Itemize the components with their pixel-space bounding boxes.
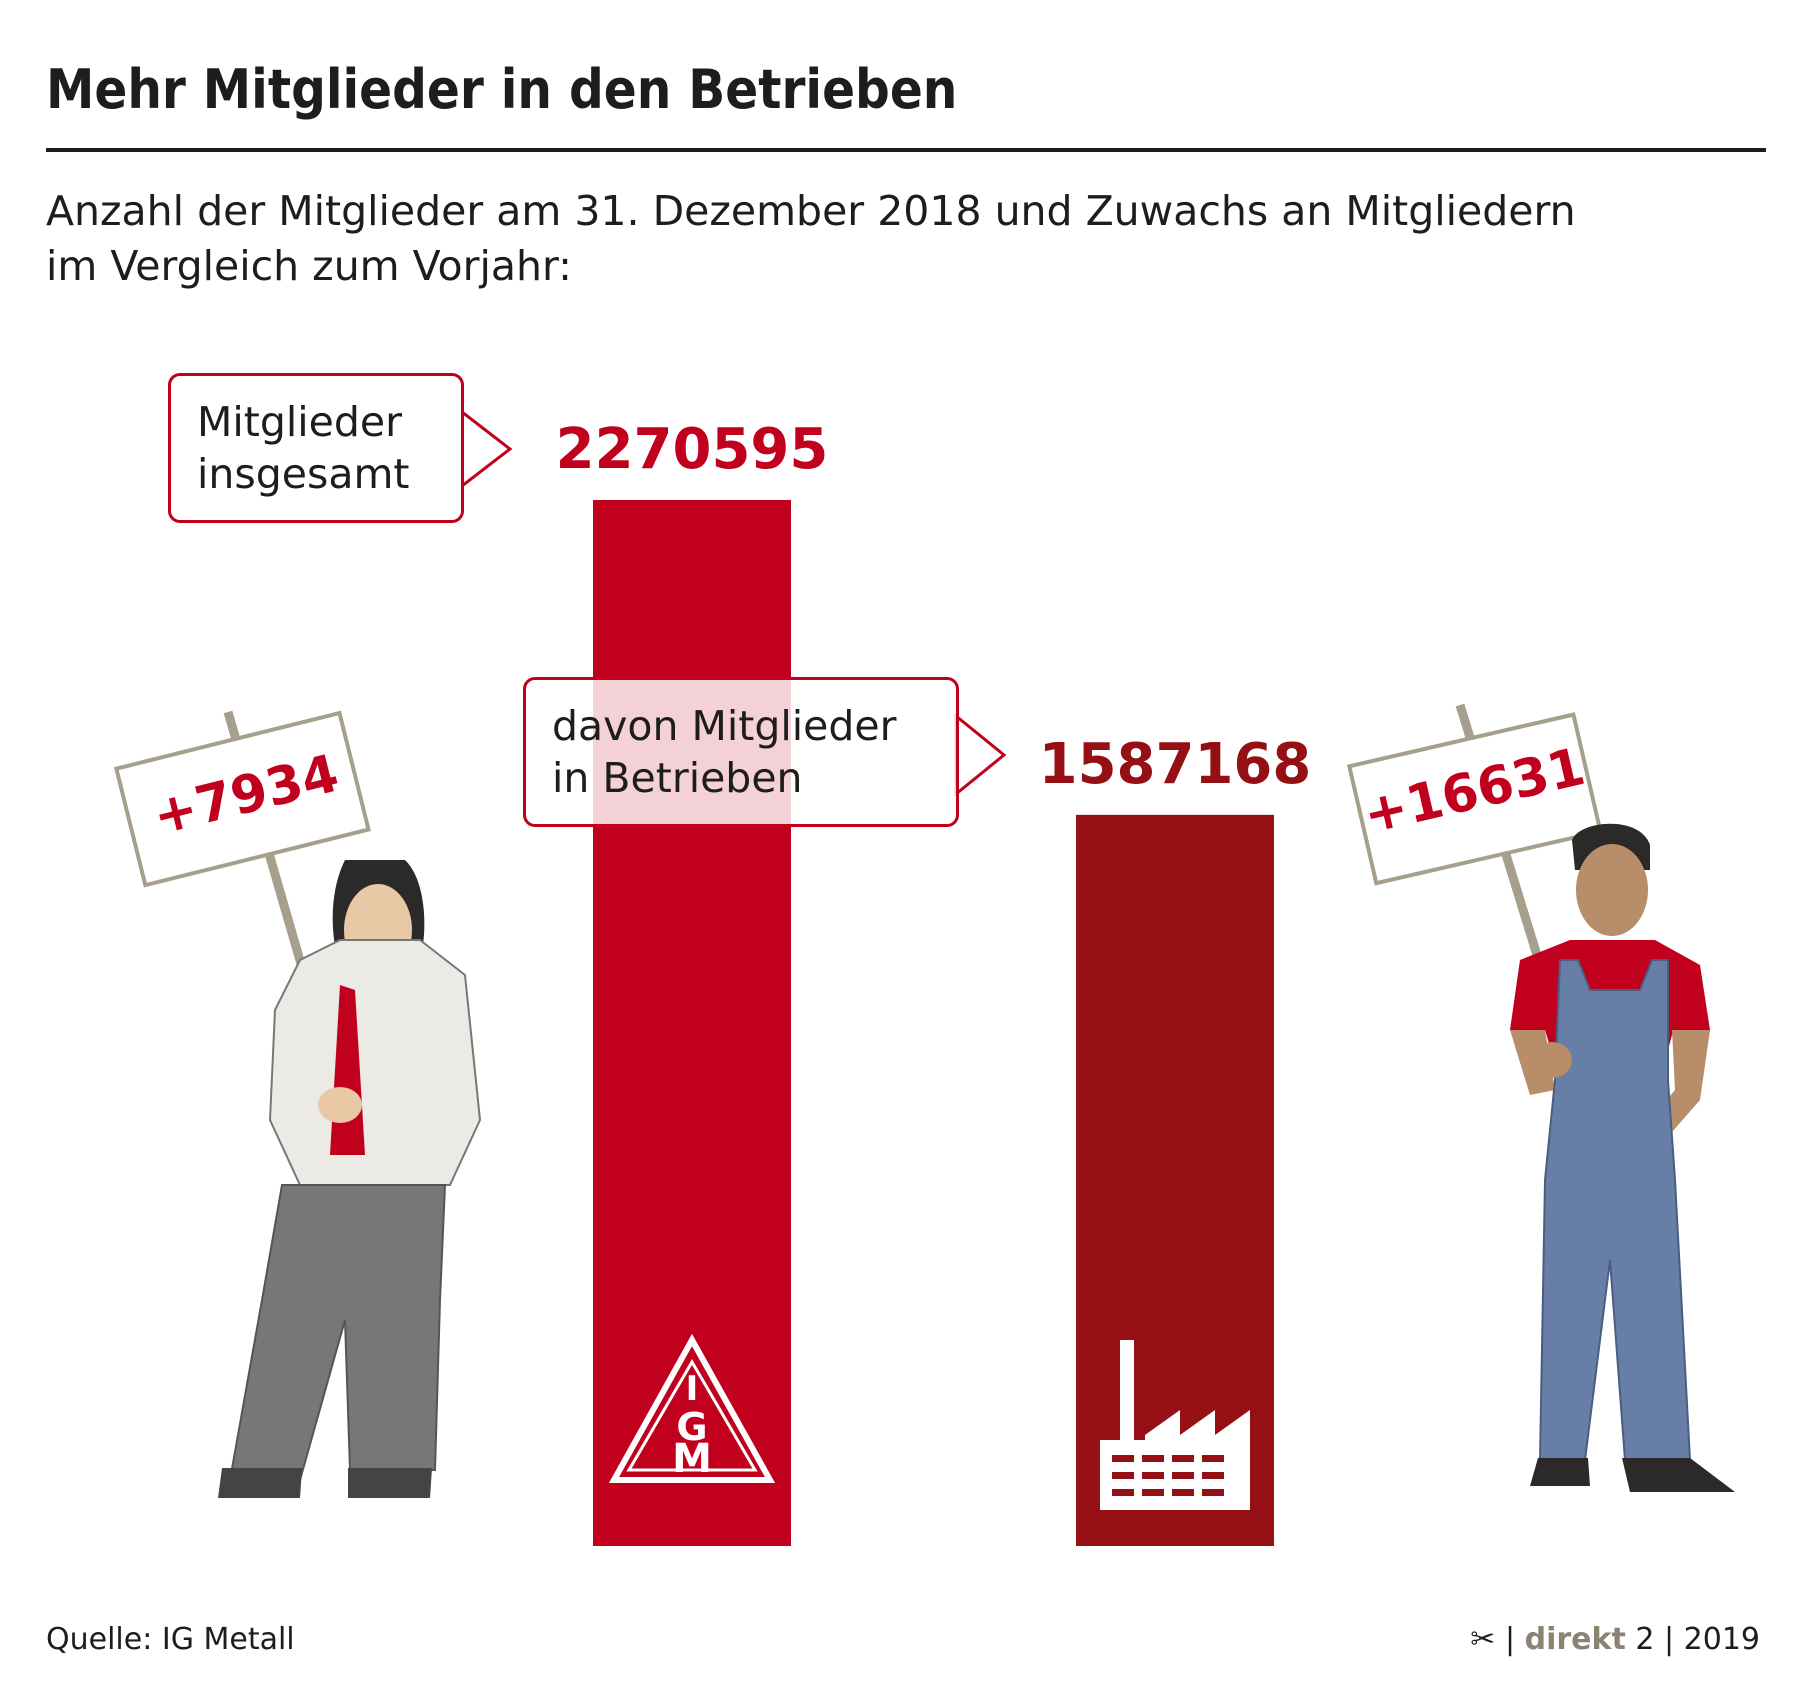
- callout-betriebe: davon Mitglieder in Betrieben: [523, 677, 959, 827]
- svg-text:G: G: [676, 1405, 707, 1449]
- woman-figure: +7934: [113, 710, 482, 1498]
- left-sign-board: [113, 710, 371, 888]
- value-labels: 2270595 1587168: [556, 417, 1312, 797]
- svg-text:M: M: [672, 1436, 712, 1482]
- svg-text:I: I: [686, 1369, 699, 1409]
- title-rule: [46, 148, 1766, 152]
- igm-logo: I G M: [608, 1333, 776, 1483]
- right-sign-board: [1346, 712, 1603, 886]
- bar-series: [593, 500, 1274, 1546]
- publication-tag: ✂ | direkt 2 | 2019: [1470, 1622, 1760, 1657]
- subtitle-line-1: Anzahl der Mitglieder am 31. Dezember 20…: [46, 187, 1576, 235]
- callout-betriebe-pointer: [954, 712, 1007, 798]
- source-note: Quelle: IG Metall: [46, 1622, 295, 1657]
- callout-total-pointer: [460, 408, 513, 490]
- value-label-1: 2270595: [556, 417, 829, 482]
- callout-total-line-1: Mitglieder: [197, 398, 402, 446]
- brand-name: direkt: [1524, 1622, 1626, 1657]
- issue-year: 2019: [1683, 1622, 1760, 1657]
- page-title: Mehr Mitglieder in den Betrieben: [46, 58, 958, 121]
- page-subtitle: Anzahl der Mitglieder am 31. Dezember 20…: [46, 184, 1766, 294]
- callout-total-line-2: insgesamt: [197, 450, 410, 498]
- value-label-2: 1587168: [1039, 732, 1312, 797]
- man-figure: +16631: [1346, 703, 1735, 1492]
- callout-betriebe-line-2: in Betrieben: [552, 754, 803, 802]
- callout-total: Mitglieder insgesamt: [168, 373, 464, 523]
- issue-number: 2: [1635, 1622, 1655, 1657]
- callout-betriebe-line-1: davon Mitglieder: [552, 702, 897, 750]
- factory-icon: [1100, 1340, 1250, 1510]
- scissors-icon: ✂: [1470, 1622, 1496, 1657]
- separator: |: [1504, 1622, 1516, 1657]
- bar-1: [593, 500, 791, 1546]
- subtitle-line-2: im Vergleich zum Vorjahr:: [46, 242, 572, 290]
- separator: |: [1663, 1622, 1675, 1657]
